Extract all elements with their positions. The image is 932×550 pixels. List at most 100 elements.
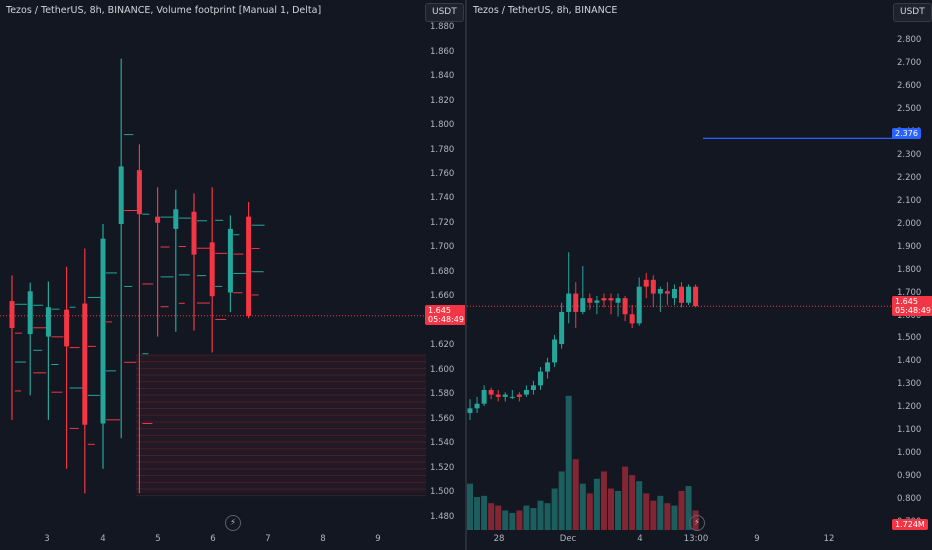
candle[interactable] [608,293,614,315]
candle[interactable] [523,385,529,397]
candle[interactable] [502,392,508,402]
price-tick-label: 1.700 [430,242,455,253]
candle-body [530,385,536,390]
candle[interactable] [552,334,558,368]
lightning-icon[interactable]: ⚡ [225,515,241,531]
candle-body [671,288,677,299]
candle[interactable] [100,223,121,469]
candlestick-chart-canvas[interactable] [467,0,932,550]
currency-unit-button[interactable]: USDT [893,3,932,22]
candle[interactable] [693,284,699,308]
candle[interactable] [679,282,684,308]
volume-bar [516,510,523,530]
price-tick-label: 1.200 [897,402,922,413]
candle-body [502,394,508,397]
candle[interactable] [643,272,649,299]
candle[interactable] [538,367,543,390]
price-tick-label: 1.680 [430,266,455,277]
candle[interactable] [82,248,101,494]
candlestick-chart-pane[interactable]: Tezos / TetherUS, 8h, BINANCE USDT 2.800… [467,0,932,550]
price-tick-label: 1.620 [430,340,455,351]
candle[interactable] [509,389,515,400]
candle[interactable] [629,305,635,328]
time-axis[interactable]: 28 Dec 4 13:00 9 12 [467,530,932,550]
time-tick-label: 4 [100,534,106,544]
price-tick-label: 1.720 [430,217,455,228]
price-tick-label: 1.540 [430,438,455,449]
candle[interactable] [587,293,593,310]
candle[interactable] [45,281,64,420]
volume-badge: 1.724M [892,519,928,530]
candle[interactable] [559,302,565,349]
candle[interactable] [246,201,265,319]
candle[interactable] [136,144,154,494]
price-tick-label: 1.840 [430,71,455,82]
candle[interactable] [488,387,494,400]
candle-body [209,242,215,297]
price-tick-label: 2.500 [897,103,922,114]
candle[interactable] [474,396,480,413]
candle-body [601,298,607,301]
time-tick-label: Dec [559,534,577,544]
candle-body [516,394,522,397]
candle[interactable] [664,282,670,306]
price-axis[interactable]: 2.8002.7002.6002.5002.4002.3002.2002.100… [897,0,932,530]
candle[interactable] [580,266,586,315]
time-axis[interactable]: 3 4 5 6 7 8 9 [0,530,466,550]
candle[interactable] [601,293,607,308]
time-tick-label: 8 [320,534,326,544]
candle[interactable] [686,284,692,306]
candle[interactable] [657,286,663,312]
price-tick-label: 1.860 [430,46,455,57]
time-tick-label: 9 [375,534,381,544]
candle-body [657,288,663,294]
price-tick-label: 1.780 [430,144,455,155]
candle[interactable] [27,282,48,396]
candle[interactable] [9,275,28,420]
price-tick-label: 1.800 [897,264,922,275]
volume-bar [488,503,495,530]
horizontal-line-level-badge: 2.376 [892,128,921,139]
candle[interactable] [594,295,600,315]
candle-body [693,286,699,307]
volume-bar [495,505,502,530]
price-tick-label: 2.600 [897,80,922,91]
candle[interactable] [530,380,536,395]
candle[interactable] [64,266,84,469]
candle-body [509,396,515,398]
candle-body [587,298,593,303]
candle[interactable] [173,189,191,332]
candle[interactable] [636,277,642,326]
candle[interactable] [118,58,138,439]
volume-bar [657,495,664,530]
footprint-chart-pane[interactable]: Tezos / TetherUS, 8h, BINANCE, Volume fo… [0,0,466,550]
candle[interactable] [495,389,501,402]
footprint-chart-canvas[interactable] [0,0,466,550]
candle-body [679,286,684,303]
pane-divider[interactable] [465,0,467,550]
candle[interactable] [566,252,572,324]
candle[interactable] [573,282,579,328]
lightning-icon[interactable]: ⚡ [689,515,705,531]
price-axis[interactable]: 1.880 1.860 1.840 1.820 1.800 1.780 1.760 1.740… [430,0,466,530]
candle[interactable] [622,295,628,322]
price-tick-label: 1.520 [430,462,455,473]
candle[interactable] [209,187,228,353]
candle[interactable] [227,215,248,313]
candle[interactable] [516,392,522,402]
price-tick-label: 0.900 [897,471,922,482]
candle-body [615,298,621,303]
candle[interactable] [467,399,473,420]
candle[interactable] [481,385,487,407]
candle[interactable] [545,357,551,379]
currency-unit-button[interactable]: USDT [425,3,464,22]
price-tick-label: 2.800 [897,35,922,46]
price-tick-label: 1.740 [430,193,455,204]
candle[interactable] [155,187,175,337]
last-price-value: 1.645 [895,297,918,306]
price-tick-label: 2.700 [897,58,922,69]
candle[interactable] [615,293,621,317]
candle[interactable] [650,275,656,308]
candle[interactable] [671,284,677,306]
candle[interactable] [191,193,212,331]
